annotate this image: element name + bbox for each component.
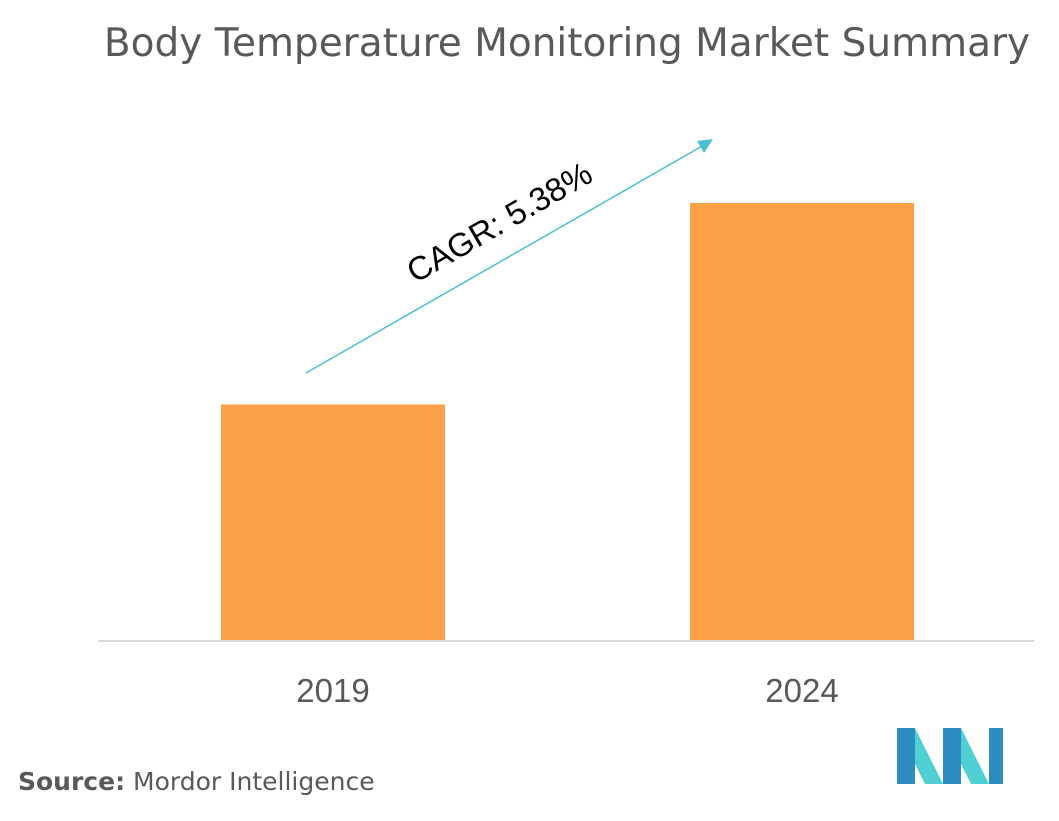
cagr-arrow-head (697, 139, 713, 153)
source-label: Source: (18, 767, 126, 796)
source-note: Source: Mordor Intelligence (18, 767, 375, 796)
bar-2019 (221, 404, 445, 641)
chart-title: Body Temperature Monitoring Market Summa… (103, 21, 1031, 66)
mordor-intelligence-logo-icon (897, 728, 1003, 784)
bars-group (221, 203, 914, 641)
x-tick-label-2024: 2024 (765, 672, 838, 709)
bar-2024 (690, 203, 914, 641)
cagr-arrow-line (305, 144, 705, 374)
cagr-arrow (305, 139, 713, 374)
source-text: Mordor Intelligence (133, 767, 375, 796)
x-tick-labels: 2019 2024 (296, 672, 838, 709)
x-tick-label-2019: 2019 (296, 672, 369, 709)
